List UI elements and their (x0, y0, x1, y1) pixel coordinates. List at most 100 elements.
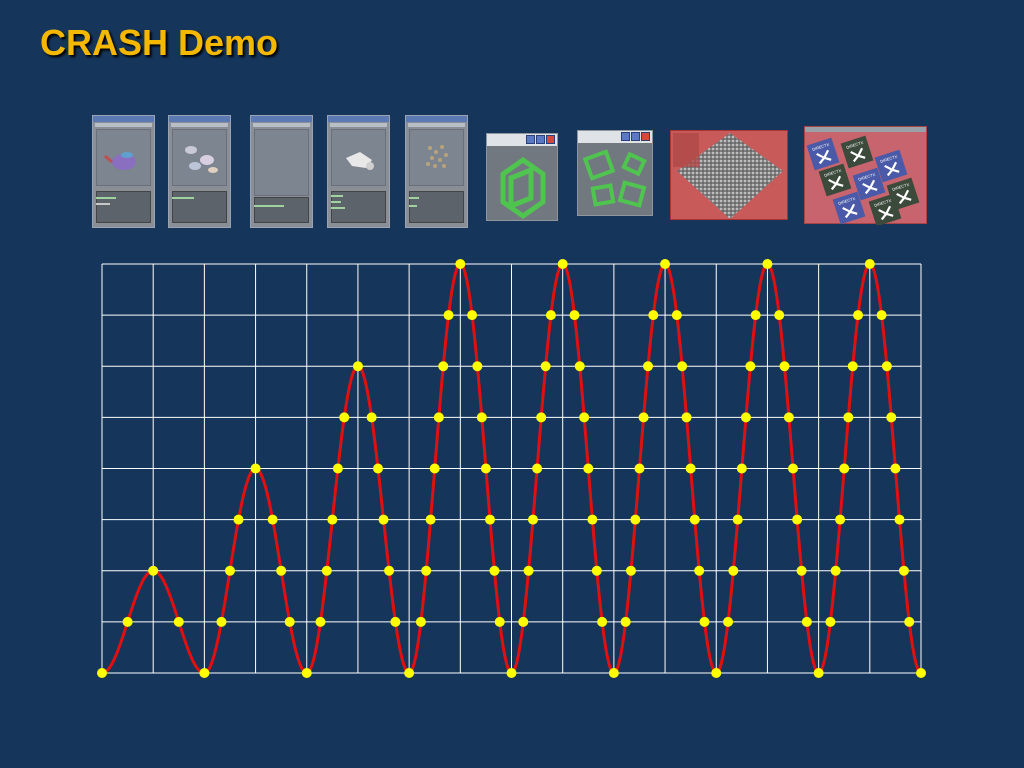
title-bar (169, 116, 230, 122)
data-point (886, 412, 897, 423)
data-point (839, 463, 850, 474)
data-point (904, 616, 915, 627)
data-point (864, 259, 875, 269)
maximize-icon[interactable] (631, 132, 640, 141)
directx-tile: DIRECTX (840, 135, 874, 169)
data-point (494, 616, 505, 627)
data-point (876, 310, 887, 321)
data-point (569, 310, 580, 321)
data-point (643, 361, 653, 372)
data-point (372, 463, 383, 474)
model-icon (346, 152, 374, 170)
data-point (779, 361, 790, 372)
render-view (578, 143, 652, 215)
data-point (792, 514, 803, 525)
title-bar (251, 116, 312, 122)
directx-tile: DIRECTX (868, 193, 902, 227)
directx-tile: DIRECTX (832, 191, 866, 225)
data-point (480, 463, 491, 474)
svg-text:DIRECTX: DIRECTX (846, 140, 865, 150)
data-point (591, 565, 602, 576)
data-point (433, 412, 444, 423)
spheres-grid-icon (673, 133, 783, 219)
thumbnail-model-window[interactable] (327, 115, 390, 228)
menu-bar (253, 123, 310, 127)
thumbnail-empty-window[interactable] (250, 115, 313, 228)
output-panel (254, 197, 309, 223)
data-point (671, 310, 682, 321)
data-point (404, 668, 415, 678)
thumbnail-multi-cube-window[interactable] (577, 130, 653, 216)
data-point (536, 412, 547, 423)
data-point (97, 668, 107, 678)
thumbnail-cube-window[interactable] (486, 133, 558, 221)
data-point (523, 565, 534, 576)
thumbnail-teapots-window[interactable] (168, 115, 231, 228)
thumbnail-particles-window[interactable] (405, 115, 468, 228)
data-point (545, 310, 556, 321)
thumbnail-tiles-window[interactable]: DIRECTX DIRECTX DIRECTX DIRECTX DIRECTX DIREC… (804, 126, 927, 227)
data-point (830, 565, 841, 576)
data-point (339, 412, 350, 423)
render-view (409, 129, 464, 186)
svg-text:DIRECTX: DIRECTX (812, 142, 831, 152)
directx-tile: DIRECTX (852, 167, 886, 201)
data-point (216, 616, 227, 627)
data-point (587, 514, 598, 525)
data-point (801, 616, 812, 627)
data-point (890, 463, 901, 474)
data-point (506, 668, 517, 678)
data-point (677, 361, 688, 372)
svg-text:DIRECTX: DIRECTX (858, 172, 877, 182)
minimize-icon[interactable] (526, 135, 535, 144)
data-point (199, 668, 210, 678)
directx-tile: DIRECTX (806, 137, 840, 171)
data-point (455, 259, 466, 269)
menu-bar (330, 123, 387, 127)
directx-tiles-icon: DIRECTX DIRECTX DIRECTX DIRECTX DIRECTX DIREC… (806, 135, 920, 227)
title-bar (406, 116, 467, 122)
data-point (825, 616, 836, 627)
render-view (671, 131, 787, 219)
data-point (489, 565, 500, 576)
data-point (527, 514, 538, 525)
output-panel (172, 191, 227, 223)
data-point (689, 514, 700, 525)
data-point (485, 514, 496, 525)
thumbnail-teapot-window[interactable] (92, 115, 155, 228)
svg-text:DIRECTX: DIRECTX (892, 182, 911, 192)
data-point (597, 616, 608, 627)
data-point (898, 565, 909, 576)
title-bar (805, 127, 926, 132)
data-point (267, 514, 278, 525)
data-point (774, 310, 785, 321)
data-point (711, 668, 722, 678)
data-point (476, 412, 487, 423)
teapot-icon (104, 152, 136, 170)
slide-title: CRASH Demo (40, 22, 279, 63)
data-point (122, 616, 133, 627)
data-point (788, 463, 799, 474)
maximize-icon[interactable] (536, 135, 545, 144)
svg-text:DIRECTX: DIRECTX (874, 198, 893, 208)
data-point (740, 412, 751, 423)
output-panel (409, 191, 464, 223)
close-icon[interactable] (641, 132, 650, 141)
data-point (843, 412, 854, 423)
data-point (443, 310, 454, 321)
data-point (608, 668, 619, 678)
data-point (835, 514, 846, 525)
data-point (783, 412, 794, 423)
close-icon[interactable] (546, 135, 555, 144)
menu-bar (171, 123, 228, 127)
menu-bar (95, 123, 152, 127)
thumbnail-spheres-window[interactable] (670, 130, 788, 220)
data-point (148, 565, 159, 576)
data-point (224, 565, 235, 576)
data-point (390, 616, 401, 627)
data-point (894, 514, 905, 525)
data-point (250, 463, 261, 474)
data-point (660, 259, 671, 269)
minimize-icon[interactable] (621, 132, 630, 141)
